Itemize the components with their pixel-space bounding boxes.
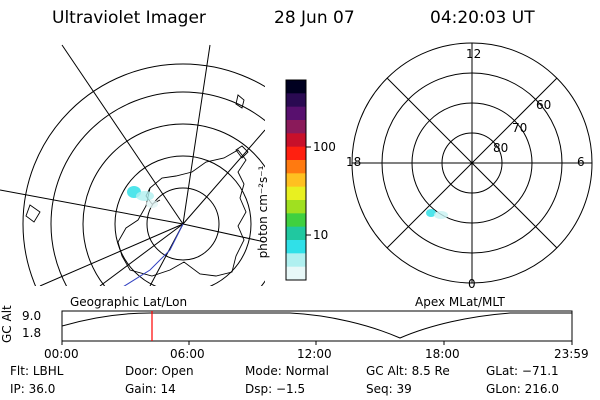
geo-lat-circle <box>114 155 252 286</box>
mlat-label-80: 80 <box>493 141 509 155</box>
aurora-spot <box>434 211 448 219</box>
mlt-label-18: 18 <box>346 155 362 169</box>
altitude-xtick-0000: 00:00 <box>44 347 79 361</box>
aurora-spot <box>136 191 154 201</box>
colorbar-unit-text: photon cm⁻²s⁻¹ <box>256 165 270 259</box>
colorbar-segment <box>286 146 306 161</box>
colorbar-segment <box>286 226 306 241</box>
colorbar-segment <box>286 200 306 214</box>
geographic-map <box>0 44 265 286</box>
geo-lat-circle <box>50 91 265 286</box>
magnetic-polar-plot <box>351 42 593 284</box>
time-label: 04:20:03 UT <box>430 8 535 28</box>
colorbar-unit-label: photon cm⁻²s⁻¹ <box>256 132 270 259</box>
geo-meridian <box>39 223 184 286</box>
geo-meridian <box>0 189 184 225</box>
satellite-track <box>123 223 184 286</box>
coastline <box>25 94 249 223</box>
color-bar <box>286 80 306 281</box>
geo-lat-circle <box>22 63 265 286</box>
colorbar-segment <box>286 106 306 121</box>
info-ip: IP: 36.0 <box>10 382 56 396</box>
aurora-spot <box>146 200 158 208</box>
colorbar-segment <box>286 253 306 268</box>
colorbar-segment <box>286 186 306 201</box>
mlat-label-60: 60 <box>536 98 552 112</box>
altitude-xtick-1200: 12:00 <box>297 347 332 361</box>
info-gc-alt: GC Alt: 8.5 Re <box>366 364 450 378</box>
geo-meridian <box>182 129 265 225</box>
apex-panel-label: Apex MLat/MLT <box>415 295 505 309</box>
info-door: Door: Open <box>125 364 194 378</box>
altitude-xtick-2359: 23:59 <box>554 347 589 361</box>
info-glon: GLon: 216.0 <box>486 382 559 396</box>
colorbar-tick-label-10: 10 <box>313 228 329 242</box>
altitude-ytick-1-8: 1.8 <box>22 326 42 340</box>
mlt-label-0: 0 <box>468 277 476 291</box>
altitude-ylabel: GC Alt <box>0 305 14 343</box>
geo-meridian <box>61 44 184 225</box>
altitude-curve <box>62 312 572 339</box>
info-dsp: Dsp: −1.5 <box>245 382 306 396</box>
colorbar-segment <box>286 93 306 108</box>
colorbar-segment <box>286 240 306 254</box>
geo-meridian <box>182 223 265 243</box>
info-gain: Gain: 14 <box>125 382 176 396</box>
geo-lat-circle <box>82 123 265 286</box>
colorbar-segment <box>286 80 306 94</box>
colorbar-segment <box>286 133 306 148</box>
mlt-label-12: 12 <box>466 47 482 61</box>
colorbar-tick-label-100: 100 <box>313 140 336 154</box>
mlt-label-6: 6 <box>577 155 585 169</box>
altitude-xtick-1800: 18:00 <box>425 347 460 361</box>
colorbar-segment <box>286 213 306 228</box>
colorbar-segment <box>286 160 306 174</box>
altitude-ytick-9: 9.0 <box>22 309 42 323</box>
colorbar-segment <box>286 120 306 134</box>
info-mode: Mode: Normal <box>245 364 329 378</box>
geo-meridian <box>182 44 211 225</box>
colorbar-segment <box>286 266 306 281</box>
altitude-xtick-0600: 06:00 <box>170 347 205 361</box>
info-seq: Seq: 39 <box>366 382 412 396</box>
coastline <box>117 149 247 277</box>
colorbar-segment <box>286 173 306 188</box>
info-flt: Flt: LBHL <box>10 364 64 378</box>
color-bar-frame <box>285 79 307 281</box>
mlat-label-70: 70 <box>512 121 528 135</box>
mlt-line-diagonal <box>386 77 558 249</box>
geographic-panel-label: Geographic Lat/Lon <box>70 295 188 309</box>
geo-lat-circle <box>146 187 220 261</box>
aurora-spot <box>426 209 436 217</box>
info-glat: GLat: −71.1 <box>486 364 559 378</box>
geo-meridian <box>99 223 184 286</box>
instrument-title: Ultraviolet Imager <box>52 8 206 28</box>
date-label: 28 Jun 07 <box>274 8 355 28</box>
